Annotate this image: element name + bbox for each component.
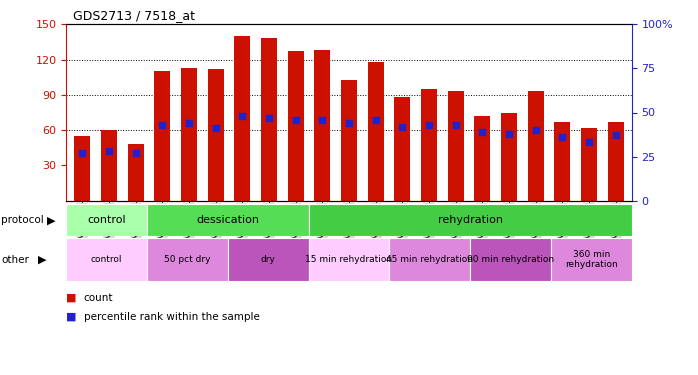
Bar (208, 69, 223, 201)
Bar (501, 112, 517, 201)
Text: 45 min rehydration: 45 min rehydration (386, 255, 473, 264)
Text: ▶: ▶ (38, 255, 47, 265)
Text: rehydration: rehydration (438, 215, 503, 225)
Text: other: other (1, 255, 29, 265)
Bar (261, 39, 277, 201)
Text: control: control (91, 255, 122, 264)
Text: ▶: ▶ (47, 215, 56, 225)
Bar (554, 122, 570, 201)
Bar (101, 130, 117, 201)
Bar (368, 62, 384, 201)
Text: 360 min
rehydration: 360 min rehydration (565, 250, 618, 269)
Text: count: count (84, 293, 113, 303)
Bar (608, 122, 624, 201)
Bar (475, 116, 490, 201)
Bar (66, 238, 147, 281)
Text: dry: dry (261, 255, 276, 264)
Bar (228, 238, 309, 281)
Bar (581, 128, 597, 201)
Bar (394, 97, 410, 201)
Text: 50 pct dry: 50 pct dry (164, 255, 211, 264)
Bar (66, 204, 147, 236)
Bar (470, 238, 551, 281)
Text: protocol: protocol (1, 215, 44, 225)
Bar (147, 204, 309, 236)
Bar (128, 144, 144, 201)
Text: dessication: dessication (196, 215, 260, 225)
Bar (551, 238, 632, 281)
Bar (309, 204, 632, 236)
Text: ■: ■ (66, 293, 77, 303)
Bar (341, 80, 357, 201)
Text: 90 min rehydration: 90 min rehydration (467, 255, 554, 264)
Bar (447, 92, 463, 201)
Text: ■: ■ (66, 312, 77, 322)
Text: 15 min rehydration: 15 min rehydration (306, 255, 392, 264)
Bar (389, 238, 470, 281)
Bar (421, 89, 437, 201)
Bar (314, 50, 330, 201)
Bar (74, 136, 90, 201)
Bar (154, 71, 170, 201)
Bar (309, 238, 389, 281)
Bar (528, 92, 544, 201)
Text: percentile rank within the sample: percentile rank within the sample (84, 312, 260, 322)
Bar (235, 36, 251, 201)
Bar (147, 238, 228, 281)
Bar (288, 51, 304, 201)
Text: GDS2713 / 7518_at: GDS2713 / 7518_at (73, 9, 195, 22)
Text: control: control (87, 215, 126, 225)
Bar (181, 68, 197, 201)
